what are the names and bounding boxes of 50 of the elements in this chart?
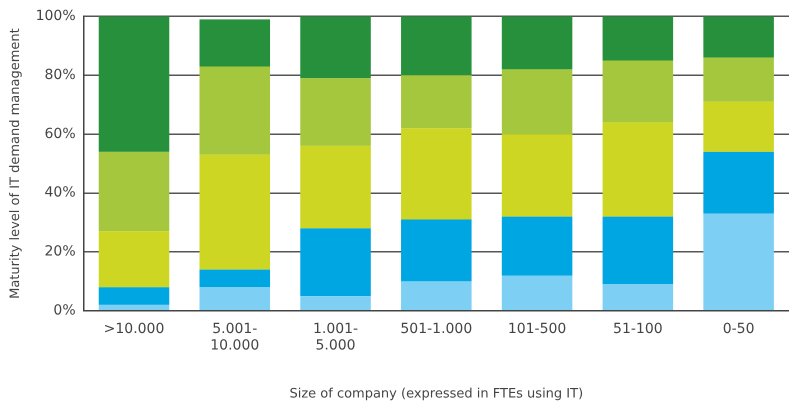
bar xyxy=(300,146,371,228)
x-tick-label: 501-1.000 xyxy=(400,320,472,337)
bar xyxy=(200,287,270,310)
bar xyxy=(401,128,472,220)
bar xyxy=(200,66,270,155)
y-tick-label: 20% xyxy=(44,244,76,260)
x-tick-label: 51-100 xyxy=(613,320,663,337)
bar xyxy=(502,216,572,276)
x-tick-label: 5.001- 10.000 xyxy=(210,320,260,354)
bar xyxy=(401,281,472,310)
y-tick-label: 80% xyxy=(44,66,76,83)
y-tick-label: 100% xyxy=(36,8,76,24)
bar xyxy=(502,16,572,70)
bar xyxy=(703,102,774,152)
x-axis-title: Size of company (expressed in FTEs using IT) xyxy=(289,386,584,402)
bar xyxy=(200,154,270,270)
bar xyxy=(300,296,371,310)
bar xyxy=(502,69,572,134)
x-tick-label: 0-50 xyxy=(722,320,755,337)
x-tick-label: 101-500 xyxy=(508,320,566,337)
x-tick-label: 1.001- 5.000 xyxy=(312,320,358,354)
bar xyxy=(98,152,170,232)
bar xyxy=(602,60,674,122)
bar xyxy=(703,152,774,214)
bar xyxy=(602,122,674,217)
bar xyxy=(300,78,371,146)
bar xyxy=(98,231,170,288)
bar xyxy=(602,16,674,61)
bar xyxy=(703,58,774,102)
bar xyxy=(602,284,674,310)
bar xyxy=(703,214,774,310)
bar xyxy=(98,16,170,152)
y-tick-label: 60% xyxy=(44,126,76,142)
y-tick-label: 0% xyxy=(53,302,76,318)
bar xyxy=(602,216,674,284)
y-axis-title: Maturity level of IT demand management xyxy=(8,28,24,299)
bar xyxy=(98,287,170,305)
bar xyxy=(300,16,371,78)
y-tick-label: 40% xyxy=(44,184,76,201)
bar xyxy=(98,304,170,310)
bar xyxy=(401,220,472,282)
bar xyxy=(401,16,472,76)
bar xyxy=(703,16,774,58)
bar xyxy=(200,270,270,288)
bar xyxy=(502,134,572,217)
bar xyxy=(502,275,572,310)
bar xyxy=(200,19,270,66)
bar xyxy=(401,75,472,128)
x-tick-label: >10.000 xyxy=(104,320,164,337)
bar xyxy=(300,228,371,296)
